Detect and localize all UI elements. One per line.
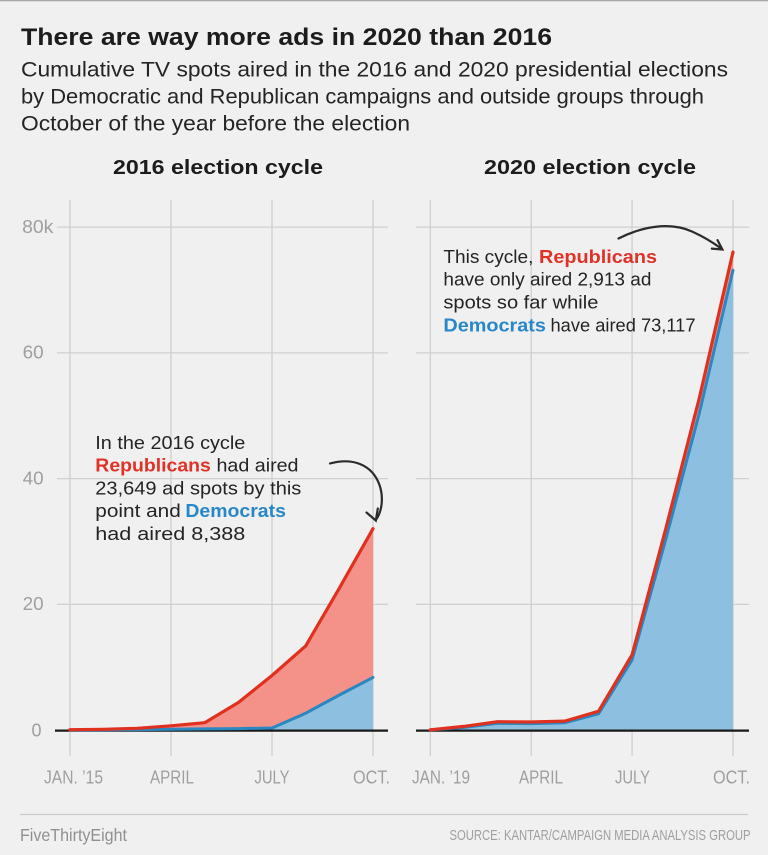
svg-text:There are way more ads in 2020: There are way more ads in 2020 than 2016 [21,24,552,51]
svg-text:OCT.: OCT. [353,768,390,788]
svg-text:OCT.: OCT. [713,768,750,788]
svg-text:APRIL: APRIL [519,768,563,788]
svg-text:by Democratic and Republican c: by Democratic and Republican campaigns a… [21,85,704,109]
svg-text:have only aired 2,913 ad: have only aired 2,913 ad [443,269,651,290]
svg-text:had aired 8,388: had aired 8,388 [95,523,245,544]
svg-text:have aired 73,117: have aired 73,117 [551,314,696,335]
svg-text:SOURCE: KANTAR/CAMPAIGN MEDIA: SOURCE: KANTAR/CAMPAIGN MEDIA ANALYSIS G… [450,828,751,844]
svg-text:0: 0 [31,721,41,741]
svg-text:FiveThirtyEight: FiveThirtyEight [20,825,127,845]
svg-text:This cycle,: This cycle, [443,246,533,267]
svg-text:JULY: JULY [255,768,290,788]
svg-text:Cumulative TV spots aired in t: Cumulative TV spots aired in the 2016 an… [21,58,728,82]
svg-text:In the 2016 cycle: In the 2016 cycle [95,432,245,453]
svg-text:APRIL: APRIL [150,768,194,788]
svg-text:point and: point and [95,500,181,521]
svg-text:JAN. ’19: JAN. ’19 [412,768,470,788]
svg-text:October of the year before the: October of the year before the election [21,112,410,136]
svg-text:40: 40 [23,468,44,488]
svg-text:23,649 ad spots by this: 23,649 ad spots by this [95,477,301,498]
svg-text:Democrats: Democrats [185,500,286,521]
svg-text:20: 20 [23,594,44,614]
svg-text:JAN. ’15: JAN. ’15 [44,768,103,788]
svg-text:Democrats: Democrats [443,314,546,335]
svg-text:2020 election cycle: 2020 election cycle [484,157,696,179]
svg-text:JULY: JULY [615,768,650,788]
svg-text:Republicans: Republicans [95,455,210,476]
svg-text:spots so far while: spots so far while [443,292,598,313]
svg-text:had aired: had aired [217,455,299,476]
svg-text:60: 60 [23,343,44,363]
svg-text:Republicans: Republicans [539,246,657,267]
svg-text:2016 election cycle: 2016 election cycle [113,157,323,179]
svg-text:80k: 80k [22,217,54,237]
